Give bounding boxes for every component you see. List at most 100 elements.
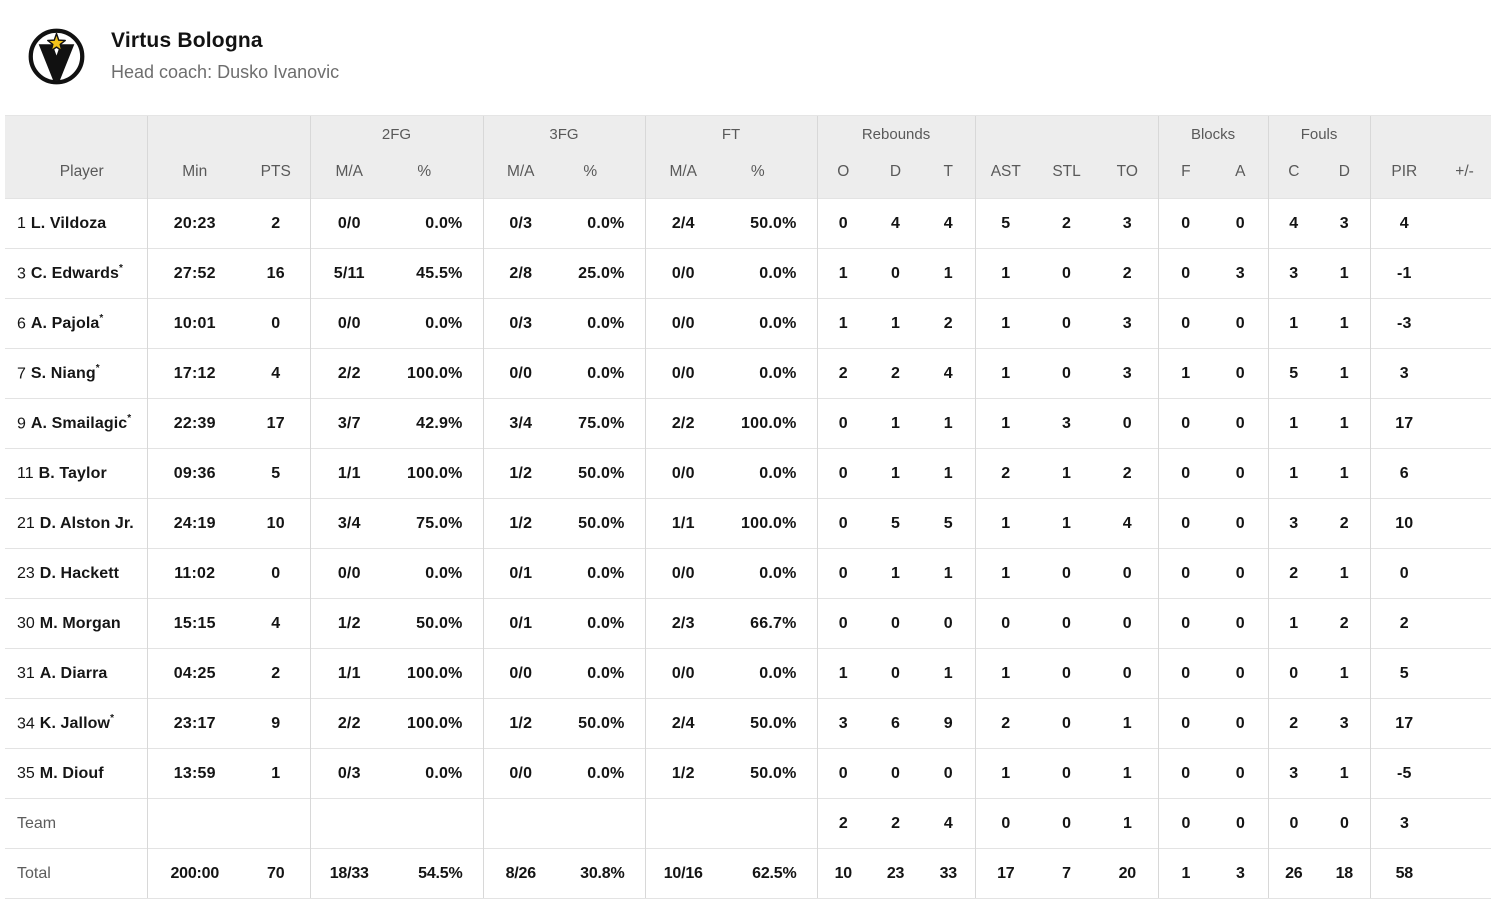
stat-cell: 1 [1036, 498, 1098, 549]
stat-cell: 3 [1369, 348, 1439, 399]
stat-cell: 3 [1097, 198, 1159, 249]
group-spacer-minpts [146, 115, 310, 154]
stat-cell: 0 [816, 548, 870, 599]
stat-cell: 0 [1036, 298, 1098, 349]
summary-row: Team 2 2 4 0 0 1 0 0 0 0 3 [5, 798, 1492, 849]
jersey-number: 21 [17, 514, 35, 532]
stat-cell: 10/16 [644, 848, 721, 899]
stat-cell: 0/0 [482, 348, 558, 399]
stat-cell [1438, 198, 1492, 249]
stat-cell: 0 [974, 598, 1037, 649]
jersey-number: 7 [17, 365, 26, 383]
stat-cell: -3 [1369, 298, 1439, 349]
stat-cell: 1/2 [309, 598, 388, 649]
stat-cell: 0/0 [644, 548, 721, 599]
col-reb-o: O [816, 153, 870, 199]
summary-row: Total 200:00 70 18/33 54.5% 8/26 30.8% 10/16 62.… [5, 848, 1492, 899]
stat-cell: 0/0 [644, 248, 721, 299]
player-cell: 34 K. Jallow* [5, 698, 147, 749]
player-name: D. Hackett [39, 564, 120, 582]
stat-cell: 0.0% [721, 298, 818, 349]
col-pir: PIR [1369, 153, 1439, 199]
player-row: 6 A. Pajola* 10:01 0 0/0 0.0% 0/3 0.0% 0/0 0.0% 1 1… [5, 298, 1492, 349]
stat-cell: 3 [1267, 748, 1320, 799]
stat-cell: 0/0 [644, 298, 721, 349]
col-reb-t: T [922, 153, 976, 199]
stat-cell: 0 [1157, 548, 1214, 599]
stat-cell: 2 [1267, 698, 1320, 749]
stat-cell: 2 [1036, 198, 1098, 249]
stat-cell: 2 [1097, 448, 1159, 499]
stat-cell: 2 [922, 298, 976, 349]
stat-cell: 0 [242, 298, 310, 349]
stat-cell: 0 [1036, 248, 1098, 299]
col-ft-ma: M/A [644, 153, 721, 199]
stat-cell: 0.0% [558, 348, 645, 399]
stat-cell: 1 [1036, 448, 1098, 499]
player-row: 23 D. Hackett 11:02 0 0/0 0.0% 0/1 0.0% 0/0 0.0% 0… [5, 548, 1492, 599]
stat-cell: 0 [1157, 248, 1214, 299]
starter-marker: * [119, 262, 123, 274]
stat-cell: 0 [1157, 398, 1214, 449]
stat-cell [1438, 748, 1492, 799]
stat-cell: 0 [1213, 748, 1269, 799]
col-fouls-c: C [1267, 153, 1320, 199]
stat-cell: 3 [1319, 698, 1371, 749]
stat-cell: 23:17 [146, 698, 242, 749]
stat-cell: 0 [816, 748, 870, 799]
stat-cell: 13:59 [146, 748, 242, 799]
col-fouls-d: D [1319, 153, 1371, 199]
stat-cell: 10 [242, 498, 310, 549]
col-pts: PTS [242, 153, 310, 199]
stat-cell: 1 [974, 398, 1037, 449]
stat-cell: 2 [1319, 598, 1371, 649]
starter-marker: * [110, 712, 114, 724]
jersey-number: 35 [17, 764, 35, 782]
stat-cell: 0 [869, 248, 923, 299]
stat-cell: 09:36 [146, 448, 242, 499]
stat-cell: 0 [922, 598, 976, 649]
col-blocks-f: F [1157, 153, 1214, 199]
stat-cell: 4 [242, 598, 310, 649]
head-coach-label: Head coach: Dusko Ivanovic [111, 62, 340, 82]
stat-cell [1438, 498, 1492, 549]
group-ft: FT [644, 115, 818, 154]
group-fouls: Fouls [1267, 115, 1371, 154]
col-plusminus: +/- [1438, 153, 1492, 199]
stat-cell: 0/0 [309, 548, 388, 599]
stat-cell: 1 [1319, 398, 1371, 449]
starter-marker: * [127, 412, 132, 424]
stat-cell: 2 [1369, 598, 1439, 649]
stat-cell: 30.8% [558, 848, 645, 899]
group-spacer-pir [1369, 115, 1492, 154]
stat-cell: 1 [974, 548, 1037, 599]
stat-cell: 4 [1267, 198, 1320, 249]
stat-cell: 0.0% [388, 548, 483, 599]
player-name: A. Diarra [39, 664, 108, 682]
player-name: D. Alston Jr. [39, 514, 134, 532]
stat-cell: 2 [242, 648, 310, 699]
stat-cell: 1 [869, 298, 923, 349]
stat-cell: 10:01 [146, 298, 242, 349]
stat-cell: 27:52 [146, 248, 242, 299]
stat-cell: 3 [1319, 198, 1371, 249]
stat-cell: 54.5% [388, 848, 483, 899]
stat-cell: 0.0% [558, 198, 645, 249]
stat-cell: 3 [1213, 848, 1269, 899]
jersey-number: 31 [17, 664, 35, 682]
stat-cell: 0 [1319, 798, 1371, 849]
group-spacer-ast-stl-to [974, 115, 1159, 154]
stat-cell: 3/4 [309, 498, 388, 549]
stat-cell: 2 [242, 198, 310, 249]
stat-cell: 0 [1036, 748, 1098, 799]
player-row: 30 M. Morgan 15:15 4 1/2 50.0% 0/1 0.0% 2/3 66.7%… [5, 598, 1492, 649]
column-header-row: Player Min PTS M/A % M/A % M/A % O D T A… [5, 153, 1492, 199]
stat-cell: 04:25 [146, 648, 242, 699]
stat-cell: 1 [1267, 298, 1320, 349]
stat-cell: 1/2 [644, 748, 721, 799]
stat-cell: 5 [922, 498, 976, 549]
stat-cell: 0 [1213, 198, 1269, 249]
jersey-number: 11 [17, 464, 34, 482]
stat-cell: -1 [1369, 248, 1439, 299]
stat-cell: 1 [816, 648, 870, 699]
